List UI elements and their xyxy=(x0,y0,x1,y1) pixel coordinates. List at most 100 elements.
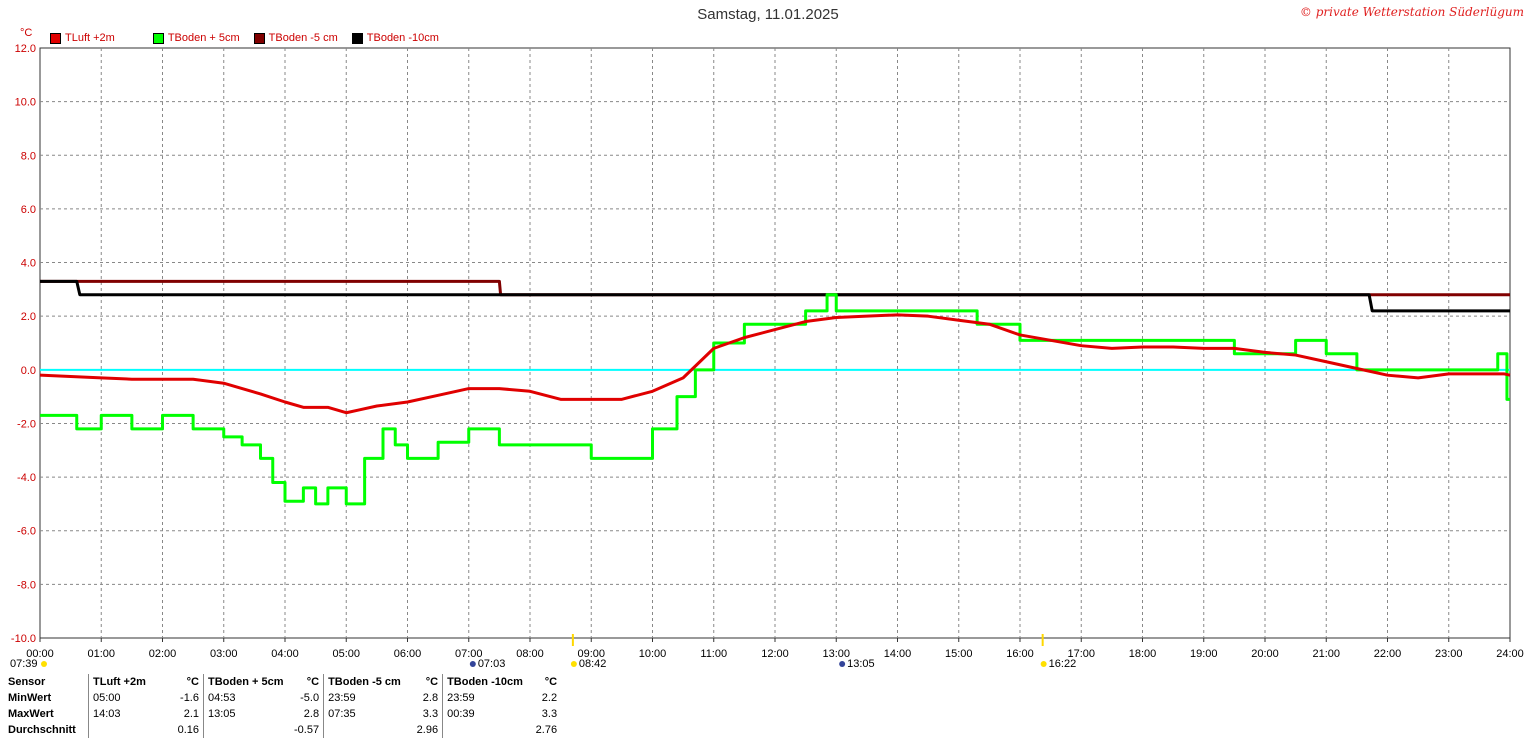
legend-item-tluft: TLuft +2m xyxy=(50,31,115,45)
x-tick-label: 19:00 xyxy=(1190,648,1218,660)
x-tick-label: 01:00 xyxy=(87,648,115,660)
x-tick-label: 04:00 xyxy=(271,648,299,660)
stats-cell: 05:00 xyxy=(88,690,171,706)
stats-cell: 23:59 xyxy=(323,690,413,706)
y-tick-label: 12.0 xyxy=(15,43,36,55)
stats-header-unit: °C xyxy=(186,676,199,688)
x-tick-label: 12:00 xyxy=(761,648,789,660)
y-tick-label: 2.0 xyxy=(21,311,36,323)
stats-cell: 3.3 xyxy=(541,708,558,720)
legend-label-tboden-minus10: TBoden -10cm xyxy=(366,32,439,44)
y-tick-label: 6.0 xyxy=(21,204,36,216)
y-tick-label: -4.0 xyxy=(17,472,36,484)
stats-table: Sensor TLuft +2m °C TBoden + 5cm °C TBod… xyxy=(4,674,561,738)
sun-event-label: 07:39 xyxy=(10,658,38,670)
stats-cell: 2.8 xyxy=(303,708,320,720)
x-tick-label: 18:00 xyxy=(1129,648,1157,660)
stats-header-tboden-plus5: TBoden + 5cm xyxy=(203,674,290,690)
sun-icon xyxy=(41,661,47,667)
y-tick-label: 8.0 xyxy=(21,150,36,162)
stats-label: Durchschnitt xyxy=(8,724,76,736)
stats-cell xyxy=(442,722,532,738)
stats-cell: 14:03 xyxy=(88,706,171,722)
x-tick-label: 17:00 xyxy=(1067,648,1095,660)
x-tick-label: 15:00 xyxy=(945,648,973,660)
stats-cell: 2.2 xyxy=(541,692,558,704)
stats-cell: 3.3 xyxy=(422,708,439,720)
sun-icon xyxy=(1040,661,1047,667)
sun-event-label: 07:03 xyxy=(478,658,506,670)
x-tick-label: 03:00 xyxy=(210,648,238,660)
stats-header-unit: °C xyxy=(544,676,558,688)
legend-swatch-tboden-plus5 xyxy=(152,32,164,44)
stats-row-avg: Durchschnitt 0.16 -0.57 2.96 2.76 xyxy=(4,722,561,738)
x-tick-label: 22:00 xyxy=(1374,648,1402,660)
stats-cell: -0.57 xyxy=(294,724,320,736)
x-tick-label: 02:00 xyxy=(149,648,177,660)
series-line-0 xyxy=(39,313,1511,415)
stats-header-unit: °C xyxy=(306,676,320,688)
stats-row-min: MinWert 05:00 -1.6 04:53 -5.0 23:59 2.8 … xyxy=(4,690,561,706)
legend-item-tboden-minus5: TBoden -5 cm xyxy=(253,31,338,45)
legend-label-tboden-plus5: TBoden + 5cm xyxy=(167,32,240,44)
y-tick-label: 0.0 xyxy=(21,365,36,377)
sun-icon xyxy=(839,661,846,667)
y-tick-label: 4.0 xyxy=(21,258,36,270)
stats-cell: 07:35 xyxy=(323,706,413,722)
stats-cell: 2.76 xyxy=(535,724,558,736)
legend-item-tboden-plus5: TBoden + 5cm xyxy=(152,31,240,45)
stats-cell: 13:05 xyxy=(203,706,290,722)
series-line-1 xyxy=(40,293,1510,506)
x-tick-label: 11:00 xyxy=(700,648,727,660)
x-tick-label: 06:00 xyxy=(394,648,422,660)
sun-icon xyxy=(570,661,577,667)
stats-header-tluft: TLuft +2m xyxy=(88,674,171,690)
x-tick-label: 13:00 xyxy=(822,648,850,660)
x-tick-label: 10:00 xyxy=(639,648,667,660)
stats-cell: 0.16 xyxy=(177,724,199,736)
y-tick-label: -10.0 xyxy=(11,633,36,645)
sun-event-label: 16:22 xyxy=(1049,658,1077,670)
x-tick-label: 16:00 xyxy=(1006,648,1034,660)
stats-cell: 2.1 xyxy=(183,708,199,720)
legend-swatch-tluft xyxy=(50,32,61,44)
stats-cell: 00:39 xyxy=(442,706,532,722)
stats-cell xyxy=(203,722,290,738)
y-tick-label: -8.0 xyxy=(17,579,36,591)
x-tick-label: 24:00 xyxy=(1496,648,1524,660)
legend-label-tboden-minus5: TBoden -5 cm xyxy=(268,32,338,44)
legend-label-tluft: TLuft +2m xyxy=(65,32,115,44)
x-tick-label: 14:00 xyxy=(884,648,912,660)
x-tick-label: 05:00 xyxy=(332,648,360,660)
x-tick-label: 09:00 xyxy=(577,648,605,660)
legend-swatch-tboden-minus5 xyxy=(253,32,265,44)
x-tick-label: 23:00 xyxy=(1435,648,1463,660)
stats-label: MinWert xyxy=(8,692,52,704)
x-tick-label: 20:00 xyxy=(1251,648,1279,660)
stats-header-sensor: Sensor xyxy=(8,676,46,688)
copyright-label: © private Wetterstation Süderlügum xyxy=(1299,5,1524,19)
stats-cell xyxy=(323,722,413,738)
chart-title: Samstag, 11.01.2025 xyxy=(697,6,839,23)
stats-row-max: MaxWert 14:03 2.1 13:05 2.8 07:35 3.3 00… xyxy=(4,706,561,722)
sun-event-label: 13:05 xyxy=(847,658,875,670)
stats-cell xyxy=(88,722,171,738)
stats-header-unit: °C xyxy=(425,676,439,688)
x-tick-label: 00:00 xyxy=(26,648,54,660)
stats-cell: -5.0 xyxy=(300,692,320,704)
sun-event-label: 08:42 xyxy=(579,658,607,670)
stats-label: MaxWert xyxy=(8,708,54,720)
chart-legend: TLuft +2m TBoden + 5cm TBoden -5 cm TBod… xyxy=(50,31,453,45)
stats-cell: 2.96 xyxy=(416,724,439,736)
y-tick-label: -6.0 xyxy=(17,526,36,538)
y-tick-label: -2.0 xyxy=(17,418,36,430)
y-axis-unit: °C xyxy=(20,27,33,39)
stats-cell: 04:53 xyxy=(203,690,290,706)
stats-header-row: Sensor TLuft +2m °C TBoden + 5cm °C TBod… xyxy=(4,674,561,690)
stats-header-tboden-minus10: TBoden -10cm xyxy=(442,674,532,690)
series-line-3 xyxy=(40,279,1510,313)
legend-swatch-tboden-minus10 xyxy=(351,32,363,44)
y-tick-label: 10.0 xyxy=(15,97,36,109)
legend-item-tboden-minus10: TBoden -10cm xyxy=(351,31,439,45)
temperature-chart: 00:00 01:00 02:00 03:00 04:00 05:00 06:00 07:00… xyxy=(10,43,1524,670)
